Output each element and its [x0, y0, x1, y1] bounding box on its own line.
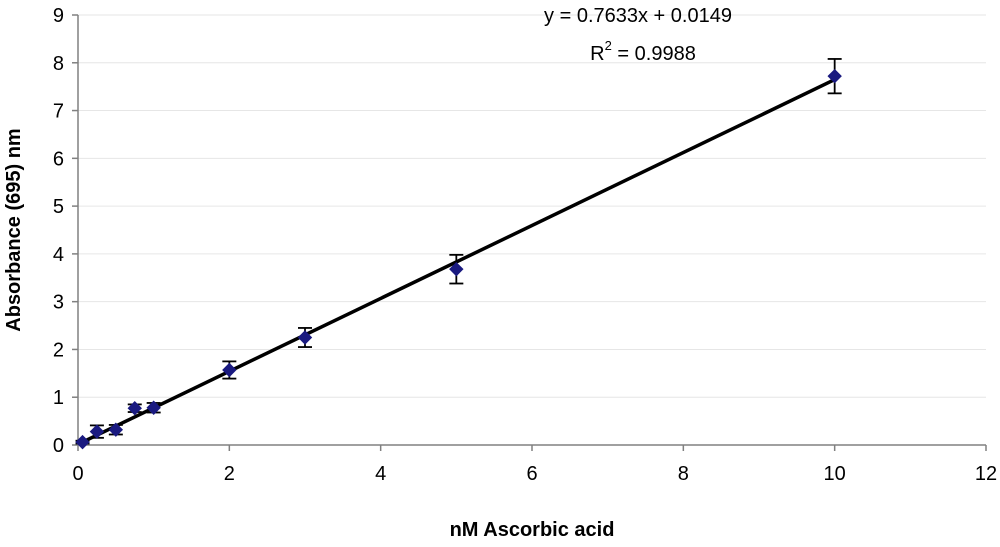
data-point-6: [297, 330, 313, 345]
y-tick-label-1: 1: [53, 387, 64, 409]
x-tick-label-12: 12: [975, 463, 997, 485]
x-tick-label-6: 6: [526, 463, 537, 485]
error-bars: [75, 58, 842, 445]
x-tick-label-2: 2: [224, 463, 235, 485]
y-tick-label-0: 0: [53, 435, 64, 457]
y-tick-label-8: 8: [53, 53, 64, 75]
data-point-8: [827, 68, 842, 84]
y-tick-label-9: 9: [53, 5, 64, 27]
x-tick-label-0: 0: [72, 463, 83, 485]
y-tick-label-2: 2: [53, 339, 64, 361]
data-point-0: [75, 434, 90, 450]
y-tick-label-6: 6: [53, 148, 64, 170]
y-ticks: 0 1 2 3 4 5 6 7 8 9: [53, 5, 78, 457]
data-point-3: [127, 401, 142, 416]
x-tick-label-10: 10: [824, 463, 846, 485]
y-tick-label-4: 4: [53, 244, 64, 266]
x-axis-title: nM Ascorbic acid: [450, 519, 615, 541]
data-point-1: [89, 424, 105, 439]
x-tick-label-8: 8: [678, 463, 689, 485]
x-tick-label-4: 4: [375, 463, 386, 485]
y-tick-label-7: 7: [53, 101, 64, 123]
data-point-4: [146, 400, 161, 415]
r-squared-superscript: 2: [605, 38, 612, 53]
data-point-7: [449, 261, 464, 277]
y-tick-label-3: 3: [53, 292, 64, 314]
trendline-equation: y = 0.7633x + 0.0149: [544, 5, 732, 27]
data-point-5: [222, 362, 237, 378]
data-points: [75, 68, 842, 450]
data-point-2: [108, 422, 124, 437]
y-axis-title: Absorbance (695) nm: [3, 128, 25, 331]
gridlines: [78, 14, 986, 398]
x-ticks: 0 2 4 6 8 10 12: [72, 445, 997, 485]
y-tick-label-5: 5: [53, 196, 64, 218]
trendline: [81, 78, 836, 444]
r-squared-label: R2 = 0.9988: [590, 38, 696, 65]
